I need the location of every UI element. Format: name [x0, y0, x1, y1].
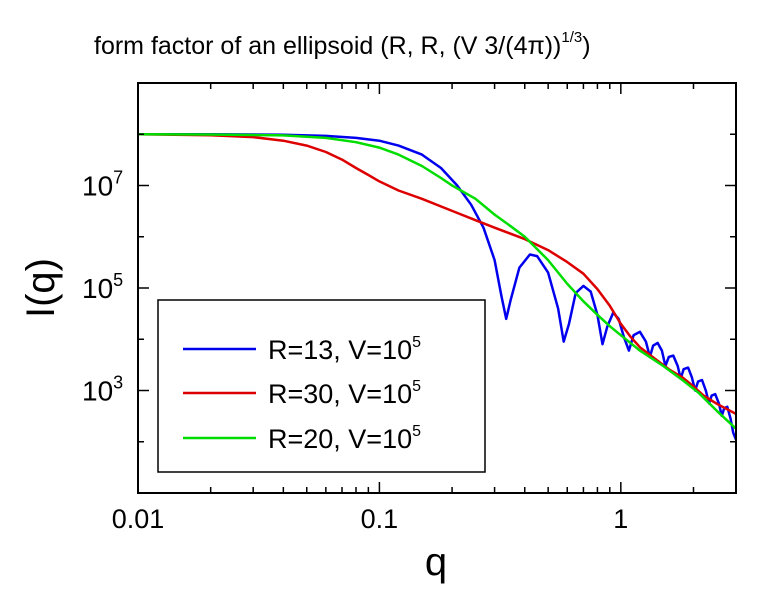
y-tick-label: 107: [82, 168, 123, 202]
x-tick-label: 0.1: [361, 504, 399, 534]
legend-box: [157, 299, 486, 473]
y-tick-label: 103: [82, 373, 123, 407]
x-tick-label: 1: [613, 504, 628, 534]
y-tick-label: 105: [82, 270, 123, 304]
series-layer: [138, 133, 736, 441]
chart-title: form factor of an ellipsoid (R, R, (V 3/…: [94, 29, 591, 60]
series-line-3: [138, 133, 736, 430]
legend-label-2: R=30, V=105: [268, 378, 421, 409]
chart-title-main: form factor of an ellipsoid (R, R, (V 3/…: [94, 32, 561, 60]
y-axis-label: I(q): [19, 258, 63, 318]
plot-frame: [137, 82, 737, 494]
legend-label-1: R=13, V=105: [268, 334, 421, 365]
legend-label-3: R=20, V=105: [268, 423, 421, 454]
legend: R=13, V=105 R=30, V=105 R=20, V=105: [157, 299, 486, 473]
y-tick-labels: 103 105 107: [82, 168, 123, 407]
x-tick-labels: 0.01 0.1 1: [112, 504, 629, 534]
series-line-1: [138, 133, 736, 441]
chart-title-end: ): [582, 32, 590, 60]
legend-items: R=13, V=105 R=30, V=105 R=20, V=105: [183, 334, 421, 454]
x-tick-label: 0.01: [112, 504, 165, 534]
chart-title-superscript: 1/3: [561, 29, 582, 46]
x-axis-label: q: [425, 540, 447, 584]
